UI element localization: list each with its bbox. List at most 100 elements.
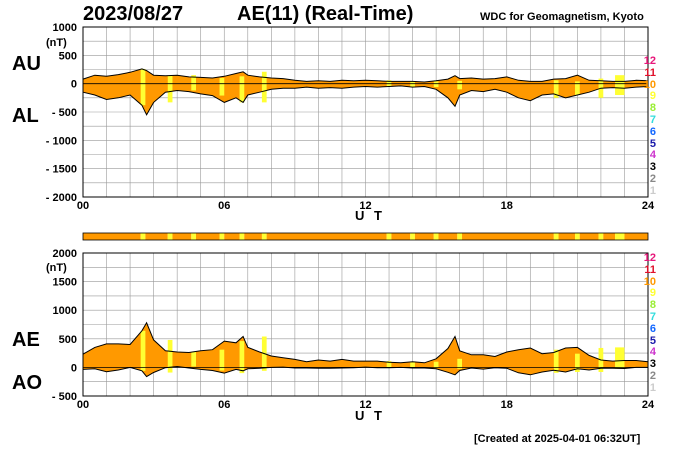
x-tick-label: 24 — [642, 399, 655, 411]
series-line-au — [82, 68, 649, 83]
x-tick-label: 18 — [501, 200, 513, 212]
x-tick-label: 12 — [359, 399, 371, 411]
legend-level-8: 8 — [649, 299, 656, 312]
level-bar-segment — [575, 233, 580, 240]
highlight-band — [410, 362, 415, 368]
top-unit-label: (nT) — [46, 37, 67, 49]
legend-level-5: 5 — [649, 137, 656, 150]
level-bar-segment — [438, 233, 458, 240]
level-bar-segment — [239, 233, 245, 240]
ae-label: AE — [12, 329, 40, 351]
highlight-band — [167, 75, 173, 103]
level-bar-segment — [386, 233, 392, 240]
legend-level-12: 12 — [643, 55, 656, 67]
legend-level-10: 10 — [643, 78, 656, 91]
level-bar-segment — [261, 233, 267, 240]
highlight-band — [261, 71, 267, 103]
highlight-band — [575, 81, 580, 95]
level-bar-segment — [462, 233, 554, 240]
level-bar-segment — [624, 233, 648, 240]
x-tick-label: 18 — [501, 399, 513, 411]
level-bar-segment — [219, 233, 225, 240]
institution-label: WDC for Geomagnetism, Kyoto — [480, 11, 644, 23]
legend-level-6: 6 — [649, 322, 656, 335]
highlight-band — [615, 75, 625, 95]
created-timestamp: [Created at 2025-04-01 06:32UT] — [474, 433, 641, 445]
y-tick-label: - 500 — [52, 107, 77, 119]
highlight-band — [615, 347, 625, 369]
legend-level-1: 1 — [649, 184, 656, 197]
highlight-band — [239, 341, 245, 374]
level-bar-segment — [145, 233, 168, 240]
series-line-al — [82, 85, 649, 116]
level-bar-segment — [414, 233, 434, 240]
level-bar-segment — [83, 233, 141, 240]
legend-level-9: 9 — [649, 287, 656, 300]
y-tick-label: 0 — [71, 79, 77, 91]
level-bar-segment — [598, 233, 604, 240]
level-bar-segment — [196, 233, 220, 240]
level-bar-segment — [224, 233, 240, 240]
level-bar-segment — [391, 233, 411, 240]
level-bar-segment — [140, 233, 146, 240]
al-label: AL — [12, 105, 39, 127]
legend-level-12: 12 — [643, 252, 656, 264]
x-tick-label: 12 — [359, 200, 371, 212]
plot-frame-bottom — [82, 252, 649, 397]
legend-level-3: 3 — [649, 358, 656, 371]
highlight-band — [553, 80, 559, 98]
x-tick-label: 00 — [77, 399, 89, 411]
level-bar-segment — [558, 233, 576, 240]
highlight-band — [457, 80, 463, 90]
level-bar-segment — [433, 233, 439, 240]
highlight-band — [191, 75, 196, 91]
level-bar-segment — [410, 233, 415, 240]
au-label: AU — [12, 53, 41, 75]
highlight-band — [386, 361, 392, 368]
highlight-band — [457, 358, 463, 369]
y-tick-label: 2000 — [53, 248, 77, 260]
legend-level-4: 4 — [649, 346, 656, 359]
level-bar-segment — [266, 233, 387, 240]
x-tick-label: 06 — [218, 200, 230, 212]
highlight-band — [575, 353, 580, 372]
highlight-band — [433, 361, 439, 368]
legend-level-5: 5 — [649, 334, 656, 347]
level-bar-segment — [172, 233, 192, 240]
highlight-band — [140, 330, 146, 371]
x-tick-label: 00 — [77, 200, 89, 212]
chart-title: AE(11) (Real-Time) — [237, 3, 414, 25]
y-tick-label: 1000 — [53, 22, 77, 34]
level-bar-segment — [553, 233, 559, 240]
legend-level-2: 2 — [649, 173, 656, 185]
level-bar-segment — [615, 233, 625, 240]
legend-level-3: 3 — [649, 161, 656, 174]
y-tick-label: - 2000 — [46, 192, 77, 204]
level-bar-frame — [82, 232, 649, 241]
y-tick-label: - 1000 — [46, 135, 77, 147]
legend-level-9: 9 — [649, 90, 656, 103]
top-x-axis-label: U T — [355, 208, 385, 223]
legend-level-8: 8 — [649, 102, 656, 115]
y-tick-label: 500 — [59, 334, 77, 346]
highlight-band — [239, 76, 245, 103]
legend-level-6: 6 — [649, 125, 656, 138]
highlight-band — [553, 349, 559, 373]
highlight-band — [191, 351, 196, 367]
plot-frame-top — [82, 26, 649, 198]
highlight-band — [433, 81, 439, 88]
level-bar-segment — [244, 233, 262, 240]
level-bar-segment — [603, 233, 616, 240]
legend-level-7: 7 — [649, 114, 656, 126]
y-tick-label: 1000 — [53, 305, 77, 317]
level-bar-segment — [457, 233, 463, 240]
legend-level-11: 11 — [644, 263, 656, 276]
level-bar-segment — [579, 233, 599, 240]
highlight-band — [140, 68, 146, 106]
highlight-band — [167, 339, 173, 373]
level-bar-segment — [191, 233, 196, 240]
legend-level-11: 11 — [644, 66, 656, 79]
ao-label: AO — [12, 372, 42, 394]
bottom-unit-label: (nT) — [46, 262, 67, 274]
date-label: 2023/08/27 — [83, 3, 184, 25]
